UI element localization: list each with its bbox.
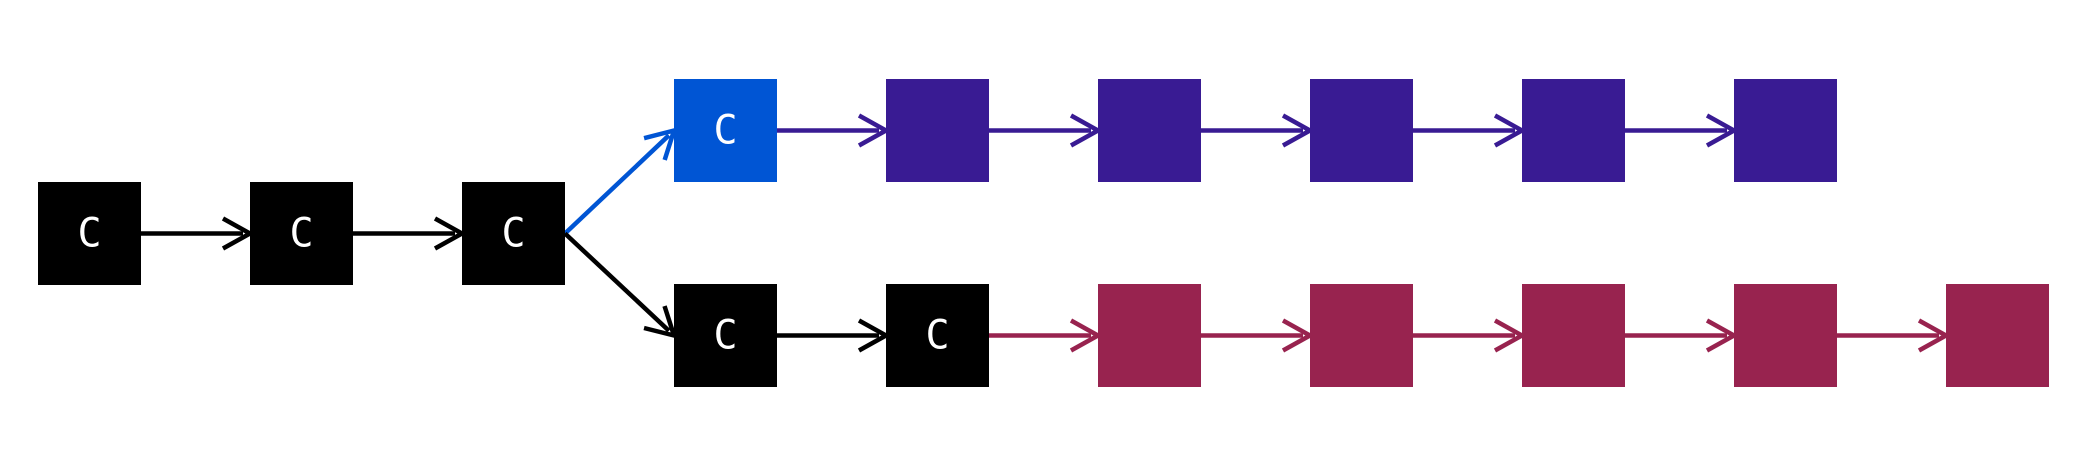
lower-edge-3 (1201, 318, 1315, 353)
upper-node-4-box (1310, 79, 1413, 182)
upper-branch-edge (563, 127, 678, 236)
upper-node-6-box (1734, 79, 1837, 182)
lower-node-2: C (886, 284, 989, 387)
lower-edge-5 (1625, 318, 1739, 353)
upper-node-1-box (674, 79, 777, 182)
main-node-2-box (250, 182, 353, 285)
upper-edge-2 (989, 113, 1103, 148)
edges-layer (141, 113, 1951, 353)
main-node-1: C (38, 182, 141, 285)
lower-node-6-box (1734, 284, 1837, 387)
lower-edge-2 (989, 318, 1103, 353)
main-node-3: C (462, 182, 565, 285)
lower-node-2-box (886, 284, 989, 387)
upper-node-1: C (674, 79, 777, 182)
lower-node-4 (1310, 284, 1413, 387)
lower-node-5-box (1522, 284, 1625, 387)
upper-node-2-box (886, 79, 989, 182)
main-node-2-label: C (289, 211, 313, 257)
lower-node-4-box (1310, 284, 1413, 387)
upper-edge-4 (1413, 113, 1527, 148)
lower-node-2-label: C (925, 313, 949, 359)
upper-edge-3 (1201, 113, 1315, 148)
upper-node-5-box (1522, 79, 1625, 182)
upper-node-2 (886, 79, 989, 182)
main-node-3-box (462, 182, 565, 285)
lower-node-6 (1734, 284, 1837, 387)
upper-edge-5 (1625, 113, 1739, 148)
upper-node-6 (1734, 79, 1837, 182)
lower-node-1-box (674, 284, 777, 387)
main-edge-2 (353, 216, 467, 251)
lower-branch-edge (563, 231, 678, 339)
lower-node-7 (1946, 284, 2049, 387)
upper-node-4 (1310, 79, 1413, 182)
main-node-1-label: C (77, 211, 101, 257)
lower-edge-1 (777, 318, 891, 353)
nodes-layer: C C C C C C (38, 79, 2049, 387)
main-node-1-box (38, 182, 141, 285)
main-node-3-label: C (501, 211, 525, 257)
upper-node-3-box (1098, 79, 1201, 182)
upper-node-3 (1098, 79, 1201, 182)
lower-edge-4 (1413, 318, 1527, 353)
lower-node-3-box (1098, 284, 1201, 387)
lower-node-1: C (674, 284, 777, 387)
main-node-2: C (250, 182, 353, 285)
main-edge-1 (141, 216, 255, 251)
upper-node-5 (1522, 79, 1625, 182)
lower-node-5 (1522, 284, 1625, 387)
lower-node-7-box (1946, 284, 2049, 387)
lower-node-1-label: C (713, 313, 737, 359)
upper-edge-1 (777, 113, 891, 148)
lower-edge-6 (1837, 318, 1951, 353)
upper-node-1-label: C (713, 108, 737, 154)
lower-node-3 (1098, 284, 1201, 387)
